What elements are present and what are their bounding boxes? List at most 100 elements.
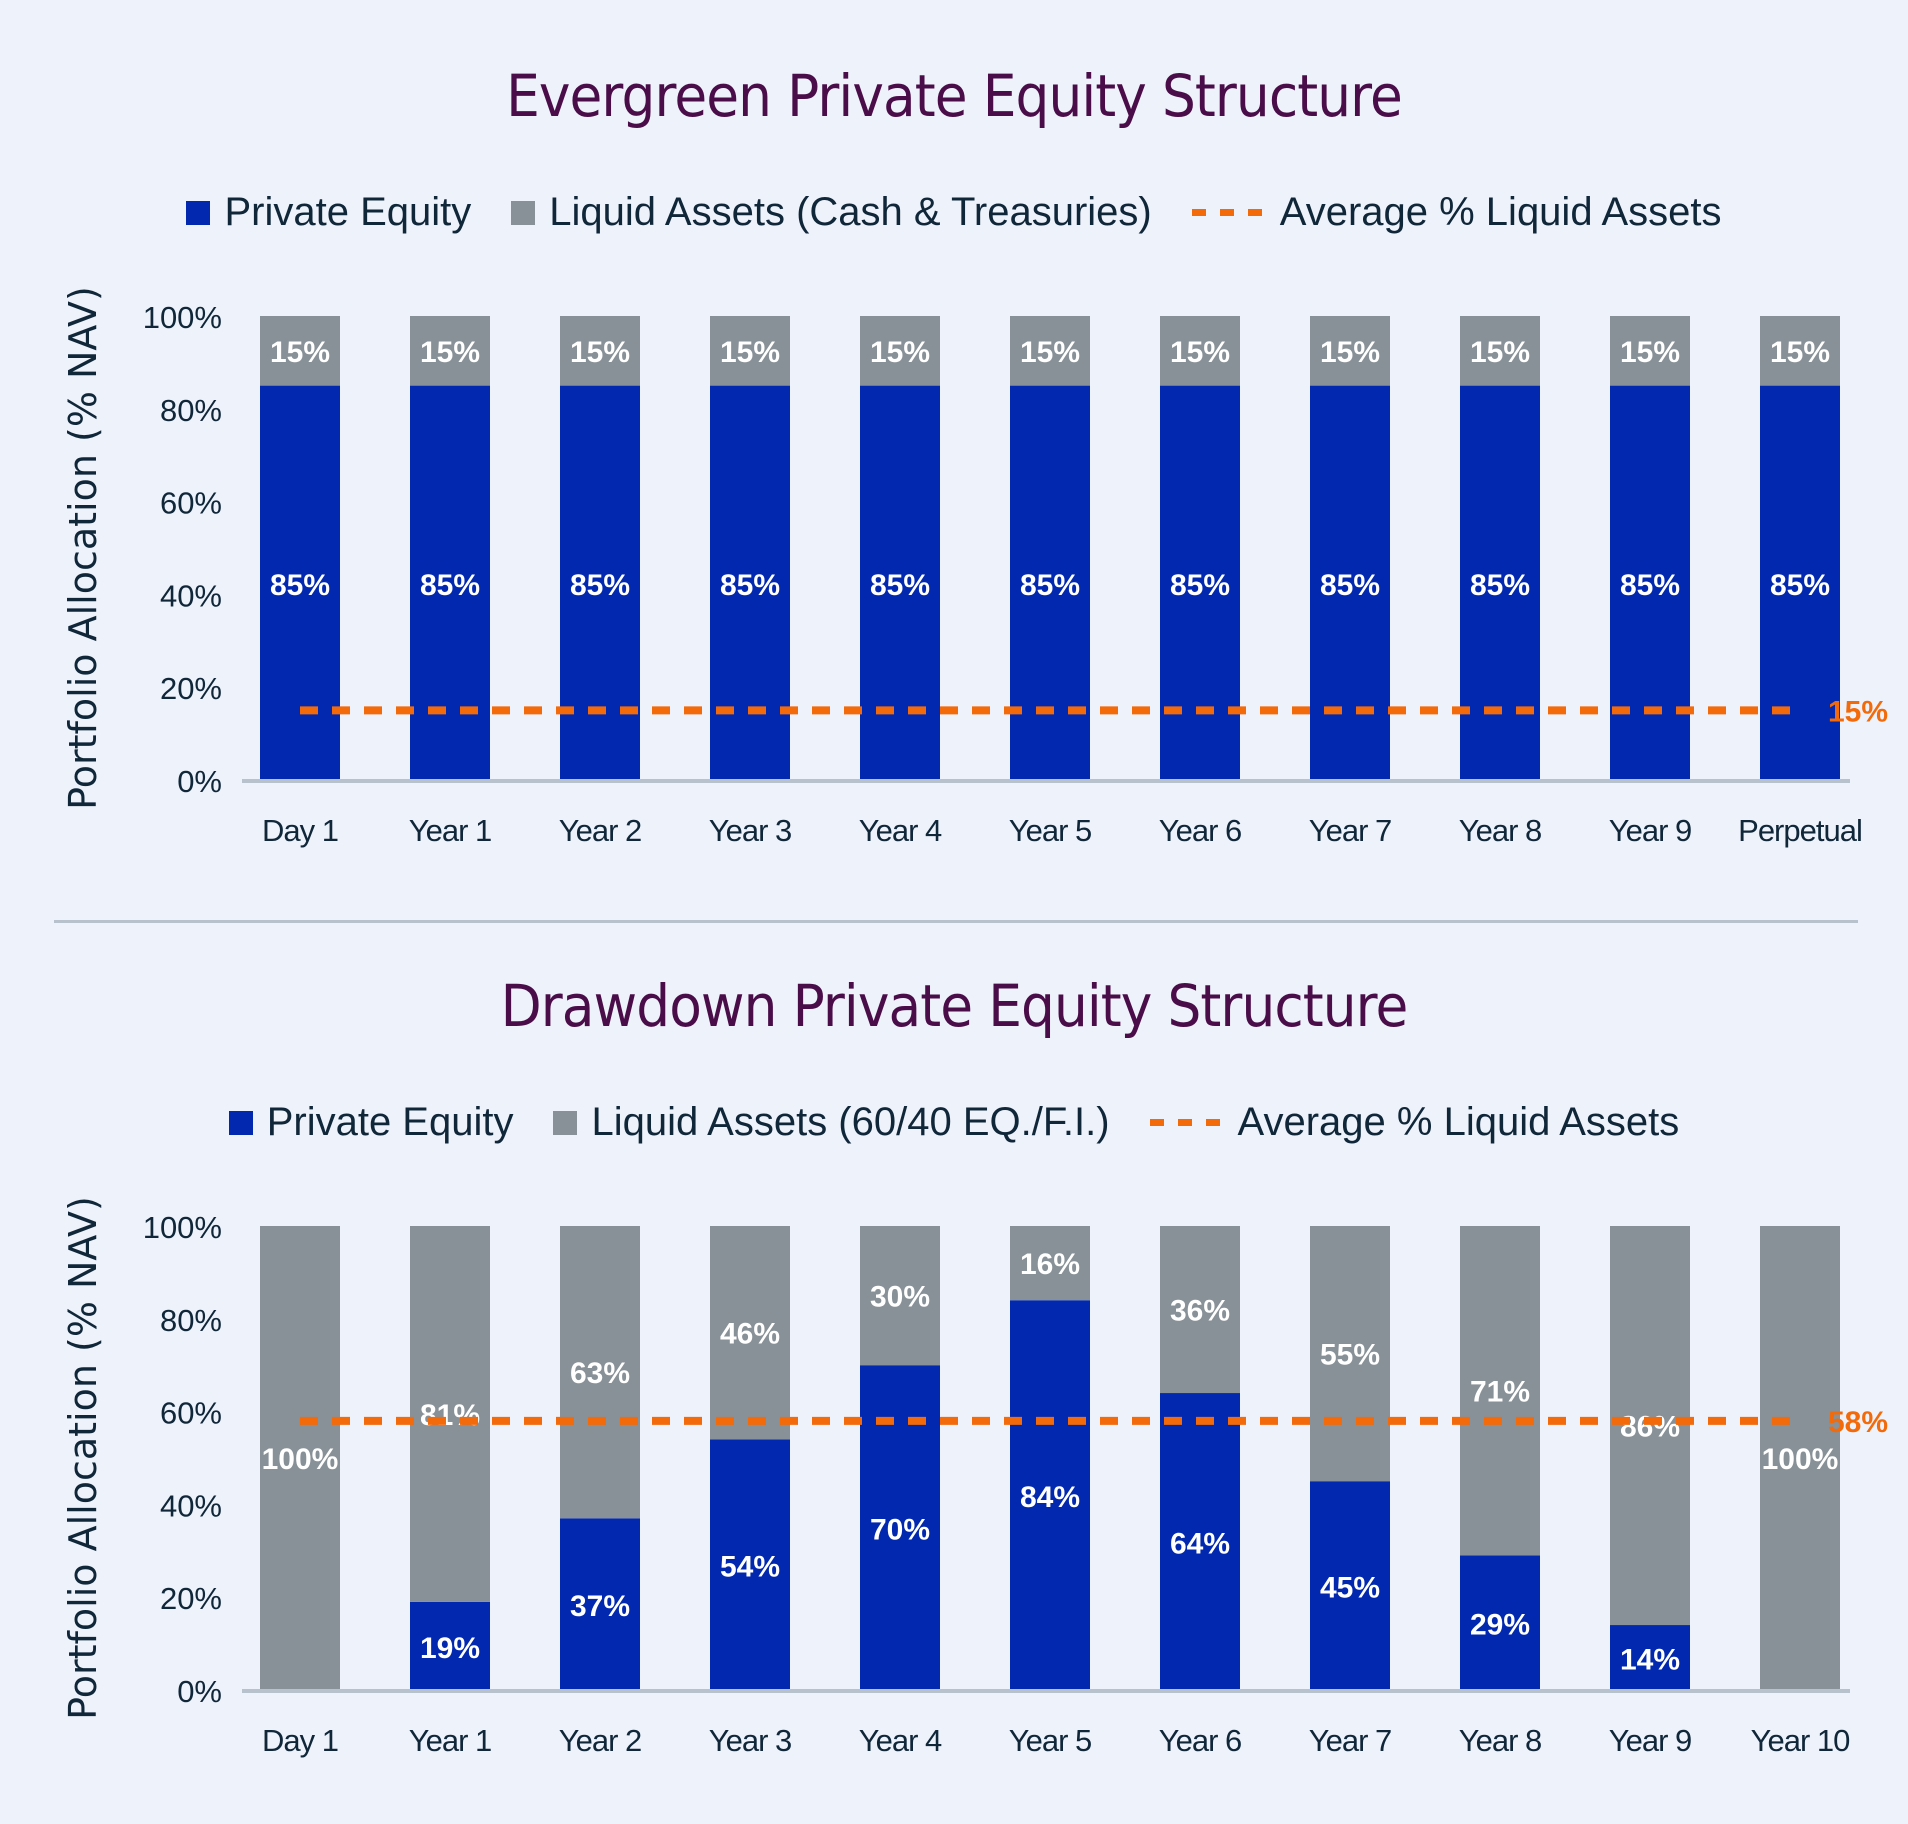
y-tick-label: 40% (160, 1488, 222, 1523)
x-tick-label: Year 5 (1009, 813, 1092, 848)
bar-liquid-assets (1160, 316, 1240, 386)
legend-label: Average % Liquid Assets (1237, 1100, 1680, 1144)
data-label-private-equity: 85% (720, 569, 780, 602)
x-tick-label: Year 7 (1309, 813, 1392, 848)
bar-liquid-assets (1760, 316, 1840, 386)
x-tick-label: Day 1 (262, 1723, 338, 1758)
legend-label: Average % Liquid Assets (1279, 190, 1722, 234)
y-tick-label: 100% (143, 1210, 222, 1245)
data-label-private-equity: 19% (420, 1632, 480, 1665)
data-label-liquid-assets: 100% (1762, 1443, 1839, 1476)
data-label-liquid-assets: 15% (870, 336, 930, 369)
data-label-private-equity: 70% (870, 1514, 930, 1547)
bar-liquid-assets (260, 316, 340, 386)
data-label-private-equity: 85% (1620, 569, 1680, 602)
legend-swatch-private-equity (228, 1110, 253, 1135)
data-label-private-equity: 85% (1170, 569, 1230, 602)
data-label-private-equity: 85% (270, 569, 330, 602)
y-tick-label: 60% (160, 1396, 222, 1431)
bar-private-equity (1310, 385, 1390, 780)
bar-liquid-assets (1310, 316, 1390, 386)
data-label-liquid-assets: 36% (1170, 1295, 1230, 1328)
legend-label: Private Equity (224, 190, 472, 234)
bar-private-equity (1010, 1300, 1090, 1690)
data-label-liquid-assets: 15% (1320, 336, 1380, 369)
data-label-private-equity: 85% (1020, 569, 1080, 602)
x-tick-label: Year 6 (1159, 1723, 1242, 1758)
data-label-liquid-assets: 15% (1470, 336, 1530, 369)
bar-liquid-assets (260, 1226, 340, 1690)
data-label-liquid-assets: 86% (1620, 1411, 1680, 1444)
bar-private-equity (710, 1439, 790, 1690)
bar-liquid-assets (410, 316, 490, 386)
x-tick-label: Year 8 (1459, 1723, 1542, 1758)
bar-private-equity (860, 1365, 940, 1690)
data-label-liquid-assets: 100% (262, 1443, 339, 1476)
data-label-private-equity: 37% (570, 1590, 630, 1623)
data-label-private-equity: 85% (1770, 569, 1830, 602)
data-label-liquid-assets: 15% (720, 336, 780, 369)
y-tick-label: 60% (160, 486, 222, 521)
bar-liquid-assets (1460, 316, 1540, 386)
legend-label: Liquid Assets (Cash & Treasuries) (549, 190, 1152, 234)
legend-label: Liquid Assets (60/40 EQ./F.I.) (591, 1100, 1110, 1144)
data-label-private-equity: 85% (570, 569, 630, 602)
y-tick-label: 80% (160, 1303, 222, 1338)
data-label-liquid-assets: 30% (870, 1281, 930, 1314)
bar-liquid-assets (860, 316, 940, 386)
data-label-liquid-assets: 81% (420, 1399, 480, 1432)
bar-private-equity (560, 1518, 640, 1690)
legend-item-private-equity: Private Equity (186, 190, 471, 235)
y-axis-label: Portfolio Allocation (% NAV) (61, 1196, 105, 1720)
x-tick-label: Year 4 (859, 813, 942, 848)
x-tick-label: Year 2 (559, 813, 642, 848)
x-tick-label: Year 3 (709, 813, 792, 848)
y-tick-label: 40% (160, 578, 222, 613)
bar-private-equity (410, 1601, 490, 1690)
data-label-private-equity: 54% (720, 1551, 780, 1584)
x-tick-label: Perpetual (1738, 813, 1862, 848)
x-tick-label: Year 5 (1009, 1723, 1092, 1758)
legend-swatch-average-line (1149, 1119, 1220, 1126)
data-label-private-equity: 85% (870, 569, 930, 602)
legend-item-average: Average % Liquid Assets (1149, 1100, 1680, 1145)
data-label-private-equity: 14% (1620, 1644, 1680, 1677)
data-label-liquid-assets: 71% (1470, 1376, 1530, 1409)
data-label-private-equity: 85% (420, 569, 480, 602)
legend-item-liquid-assets: Liquid Assets (60/40 EQ./F.I.) (553, 1100, 1110, 1145)
average-line-label: 58% (1828, 1406, 1888, 1439)
legend-drawdown: Private Equity Liquid Assets (60/40 EQ./… (0, 1100, 1908, 1145)
data-label-private-equity: 85% (1320, 569, 1380, 602)
legend-evergreen: Private Equity Liquid Assets (Cash & Tre… (0, 190, 1908, 235)
bar-liquid-assets (1460, 1226, 1540, 1556)
legend-swatch-private-equity (186, 200, 211, 225)
y-tick-label: 0% (177, 1674, 222, 1709)
data-label-liquid-assets: 15% (1020, 336, 1080, 369)
bar-liquid-assets (710, 1226, 790, 1440)
section-divider (54, 920, 1858, 923)
x-tick-label: Year 2 (559, 1723, 642, 1758)
bar-liquid-assets (1010, 316, 1090, 386)
bar-liquid-assets (1160, 1226, 1240, 1394)
y-tick-label: 0% (177, 764, 222, 799)
x-tick-label: Year 4 (859, 1723, 942, 1758)
bar-liquid-assets (1610, 316, 1690, 386)
data-label-private-equity: 85% (1470, 569, 1530, 602)
bar-liquid-assets (410, 1226, 490, 1602)
data-label-private-equity: 29% (1470, 1609, 1530, 1642)
y-axis-label: Portfolio Allocation (% NAV) (61, 286, 105, 810)
y-tick-label: 100% (143, 300, 222, 335)
bar-liquid-assets (1310, 1226, 1390, 1482)
bar-liquid-assets (560, 316, 640, 386)
x-tick-label: Year 7 (1309, 1723, 1392, 1758)
bar-private-equity (860, 385, 940, 780)
bar-liquid-assets (560, 1226, 640, 1519)
y-tick-label: 20% (160, 1581, 222, 1616)
data-label-private-equity: 84% (1020, 1481, 1080, 1514)
x-tick-label: Year 6 (1159, 813, 1242, 848)
bar-liquid-assets (1760, 1226, 1840, 1690)
data-label-liquid-assets: 15% (570, 336, 630, 369)
legend-item-liquid-assets: Liquid Assets (Cash & Treasuries) (511, 190, 1152, 235)
data-label-liquid-assets: 15% (420, 336, 480, 369)
bar-private-equity (1310, 1481, 1390, 1690)
